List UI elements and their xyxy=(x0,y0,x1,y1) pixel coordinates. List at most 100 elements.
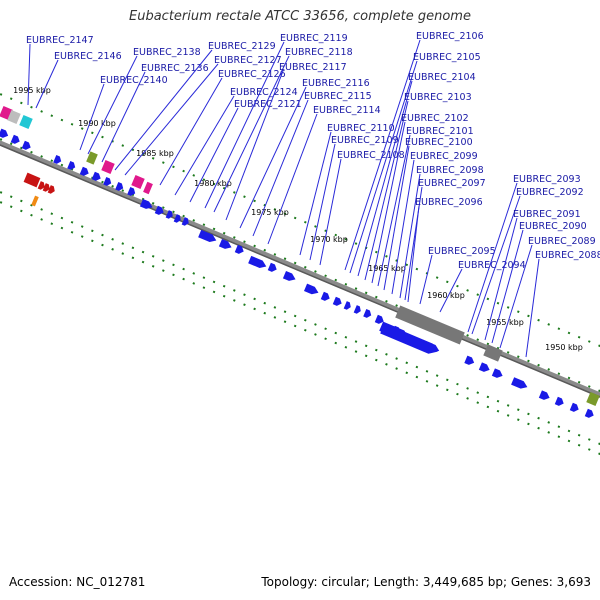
cds-feature xyxy=(538,390,550,400)
gene-label: EUBREC_2093 xyxy=(513,174,581,185)
gene-label: EUBREC_2105 xyxy=(413,52,481,63)
rrna-feature xyxy=(23,172,41,188)
gene-label: EUBREC_2099 xyxy=(410,151,478,162)
label-leader-line xyxy=(383,145,410,291)
tick-ring-outer xyxy=(0,92,600,348)
kbp-tick-label: 1965 kbp xyxy=(368,264,406,273)
cds-feature xyxy=(181,217,189,226)
label-leader-line xyxy=(174,95,235,196)
cds-feature xyxy=(491,368,503,378)
gene-label: EUBREC_2147 xyxy=(26,35,94,46)
cds-feature xyxy=(282,270,296,281)
kbp-tick-label: 1985 kbp xyxy=(136,149,174,158)
cds-feature xyxy=(267,262,277,272)
cds-feature xyxy=(53,154,62,164)
label-leader-line xyxy=(252,99,309,237)
gene-label: EUBREC_2118 xyxy=(285,47,353,58)
cds-feature xyxy=(478,362,490,372)
label-leader-line xyxy=(225,70,284,221)
gene-label: EUBREC_2119 xyxy=(280,33,348,44)
label-leader-line xyxy=(344,39,421,271)
label-leader-line xyxy=(471,195,521,335)
cds-feature xyxy=(165,210,173,219)
cds-feature xyxy=(320,291,330,301)
gene-label: EUBREC_2126 xyxy=(218,69,286,80)
kbp-tick-label: 1995 kbp xyxy=(13,86,51,95)
gene-label: EUBREC_2094 xyxy=(458,260,526,271)
pseudogene-feature xyxy=(395,305,465,345)
label-leader-line xyxy=(439,268,463,313)
accession-label: Accession: NC_012781 xyxy=(9,575,146,589)
gene-label: EUBREC_2109 xyxy=(331,135,399,146)
label-leader-line xyxy=(407,205,420,303)
label-leader-line xyxy=(319,158,342,266)
label-leader-line xyxy=(204,41,285,209)
cds-feature xyxy=(248,255,267,269)
cds-feature xyxy=(21,140,31,150)
misc-feature xyxy=(7,109,21,125)
cds-feature xyxy=(234,244,244,254)
label-leader-line xyxy=(467,182,518,333)
gene-label: EUBREC_2104 xyxy=(408,72,476,83)
label-leader-line xyxy=(87,55,138,155)
gene-label: EUBREC_2097 xyxy=(418,178,486,189)
cds-feature xyxy=(154,205,164,215)
gene-label: EUBREC_2136 xyxy=(141,63,209,74)
cds-feature xyxy=(10,134,20,144)
cds-feature xyxy=(79,166,89,176)
cds-feature xyxy=(584,408,594,418)
gene-label: EUBREC_2102 xyxy=(401,113,469,124)
cds-feature xyxy=(379,321,409,340)
rrna-feature xyxy=(37,181,45,190)
misc-feature xyxy=(19,114,33,130)
label-leader-line xyxy=(309,143,336,261)
trna-feature xyxy=(101,159,115,175)
gene-label: EUBREC_2090 xyxy=(519,221,587,232)
gene-label: EUBREC_2100 xyxy=(405,137,473,148)
kbp-tick-label: 1960 kbp xyxy=(427,291,465,300)
gene-label: EUBREC_2098 xyxy=(416,165,484,176)
label-leader-line xyxy=(159,77,223,186)
label-leader-line xyxy=(371,121,406,284)
label-leader-line xyxy=(399,173,421,299)
cds-feature xyxy=(554,396,564,406)
rna-feature xyxy=(586,391,600,407)
gene-label: EUBREC_2092 xyxy=(516,187,584,198)
gene-label: EUBREC_2091 xyxy=(513,209,581,220)
kbp-tick-label: 1950 kbp xyxy=(545,343,583,352)
cds-feature xyxy=(218,238,232,249)
cds-feature xyxy=(127,186,136,196)
label-leader-line xyxy=(377,134,411,287)
gene-label: EUBREC_2116 xyxy=(302,78,370,89)
map-title: Eubacterium rectale ATCC 33656, complete… xyxy=(129,9,471,24)
rna-feature xyxy=(86,151,98,165)
kbp-tick-label: 1990 kbp xyxy=(78,119,116,128)
label-leader-line xyxy=(35,59,59,109)
cds-feature xyxy=(115,181,124,191)
kbp-tick-label: 1980 kbp xyxy=(194,179,232,188)
label-leader-line xyxy=(239,86,307,229)
gene-label: EUBREC_2095 xyxy=(428,246,496,257)
cds-feature xyxy=(0,128,9,138)
label-leader-line xyxy=(391,159,415,295)
gene-label: EUBREC_2121 xyxy=(234,99,302,110)
label-leader-line xyxy=(79,83,105,151)
label-leader-line xyxy=(267,113,318,245)
label-leader-line xyxy=(213,55,290,213)
trna-feature xyxy=(143,181,153,195)
cds-feature xyxy=(353,305,361,314)
label-leader-line xyxy=(124,63,219,176)
cds-feature xyxy=(173,214,181,223)
cds-feature xyxy=(363,308,372,318)
pseudogene-feature xyxy=(483,344,503,362)
cds-feature xyxy=(569,402,579,412)
gene-label: EUBREC_2117 xyxy=(279,62,347,73)
label-leader-line xyxy=(491,229,524,344)
label-leader-line xyxy=(404,186,423,301)
label-leader-line xyxy=(357,80,413,277)
gene-label: EUBREC_2138 xyxy=(133,47,201,58)
kbp-tick-label: 1970 kbp xyxy=(310,235,348,244)
rrna-feature xyxy=(42,183,50,192)
genome-backbone xyxy=(0,140,600,398)
label-leader-line xyxy=(114,49,213,171)
